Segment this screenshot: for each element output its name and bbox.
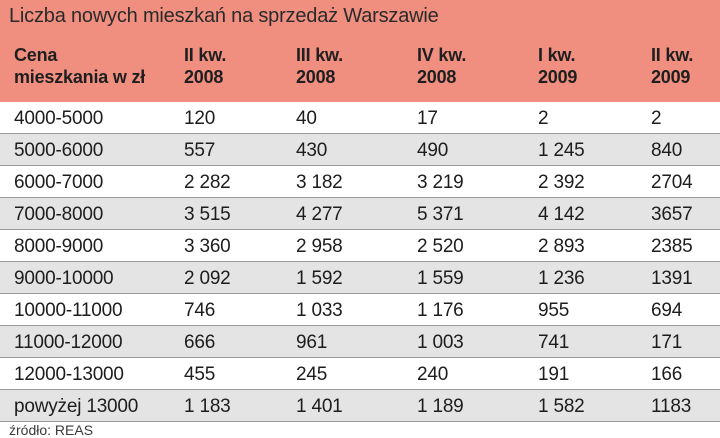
table-cell: 1 033 xyxy=(296,300,343,321)
col-header-q1-2009: I kw. 2009 xyxy=(538,45,578,87)
table-cell: 1 559 xyxy=(417,268,464,289)
row-label: 10000-11000 xyxy=(14,300,123,321)
row-divider xyxy=(0,325,720,326)
table-row: 7000-8000 3 515 4 277 5 371 4 142 3657 xyxy=(0,198,720,230)
source-note: źródło: REAS xyxy=(9,422,94,438)
table-cell: 2 520 xyxy=(417,236,464,257)
table-cell: 3 515 xyxy=(184,204,231,225)
table-cell: 1 592 xyxy=(296,268,343,289)
table-cell: 1 176 xyxy=(417,300,464,321)
table-cell: 430 xyxy=(296,140,328,161)
col-header-price: Cena mieszkania w zł xyxy=(14,45,146,87)
table-cell: 3 219 xyxy=(417,172,464,193)
table-row: powyżej 13000 1 183 1 401 1 189 1 582 1183 xyxy=(0,390,720,422)
table-cell: 2 392 xyxy=(538,172,585,193)
row-label: 7000-8000 xyxy=(14,204,104,225)
table-cell: 746 xyxy=(184,300,216,321)
row-divider xyxy=(0,421,720,422)
table-row: 12000-13000 455 245 240 191 166 xyxy=(0,358,720,390)
table-title: Liczba nowych mieszkań na sprzedaż Warsz… xyxy=(9,5,439,27)
table-cell: 2 893 xyxy=(538,236,585,257)
table-cell: 3657 xyxy=(651,204,693,225)
table-row: 5000-6000 557 430 490 1 245 840 xyxy=(0,134,720,166)
col-header-q4-2008: IV kw. 2008 xyxy=(417,45,467,87)
table-cell: 1391 xyxy=(651,268,693,289)
table-cell: 4 142 xyxy=(538,204,585,225)
row-divider xyxy=(0,197,720,198)
table-cell: 5 371 xyxy=(417,204,464,225)
table-cell: 17 xyxy=(417,108,438,129)
title-bar: Liczba nowych mieszkań na sprzedaż Warsz… xyxy=(0,0,720,32)
row-label: powyżej 13000 xyxy=(14,396,139,417)
row-label: 8000-9000 xyxy=(14,236,104,257)
table-row: 10000-11000 746 1 033 1 176 955 694 xyxy=(0,294,720,326)
table-cell: 2 xyxy=(651,108,662,129)
row-divider xyxy=(0,229,720,230)
col-header-q2-2008: II kw. 2008 xyxy=(184,45,227,87)
table-cell: 1183 xyxy=(651,396,692,417)
table-cell: 840 xyxy=(651,140,683,161)
table-cell: 2 282 xyxy=(184,172,231,193)
col-header-q2-2009: II kw. 2009 xyxy=(651,45,694,87)
table-row: 8000-9000 3 360 2 958 2 520 2 893 2385 xyxy=(0,230,720,262)
row-divider xyxy=(0,357,720,358)
table-cell: 2385 xyxy=(651,236,693,257)
row-divider xyxy=(0,165,720,166)
table-cell: 1 003 xyxy=(417,332,464,353)
row-divider xyxy=(0,261,720,262)
table-cell: 171 xyxy=(651,332,683,353)
table-cell: 2 092 xyxy=(184,268,231,289)
table-cell: 741 xyxy=(538,332,570,353)
table-cell: 455 xyxy=(184,364,216,385)
row-label: 12000-13000 xyxy=(14,364,124,385)
row-label: 5000-6000 xyxy=(14,140,104,161)
table-cell: 40 xyxy=(296,108,317,129)
table-cell: 1 189 xyxy=(417,396,464,417)
table-cell: 490 xyxy=(417,140,449,161)
table-cell: 191 xyxy=(538,364,570,385)
table-cell: 240 xyxy=(417,364,449,385)
table-cell: 1 183 xyxy=(184,396,231,417)
table-row: 4000-5000 120 40 17 2 2 xyxy=(0,102,720,134)
row-divider xyxy=(0,293,720,294)
table-cell: 694 xyxy=(651,300,683,321)
table-cell: 2 958 xyxy=(296,236,343,257)
table-row: 6000-7000 2 282 3 182 3 219 2 392 2704 xyxy=(0,166,720,198)
row-divider xyxy=(0,389,720,390)
col-header-q3-2008: III kw. 2008 xyxy=(296,45,343,87)
table-row: 11000-12000 666 961 1 003 741 171 xyxy=(0,326,720,358)
table-cell: 557 xyxy=(184,140,216,161)
table-cell: 955 xyxy=(538,300,570,321)
header-band xyxy=(0,32,720,102)
table-cell: 4 277 xyxy=(296,204,343,225)
row-divider xyxy=(0,133,720,134)
table-cell: 1 245 xyxy=(538,140,585,161)
table-row: 9000-10000 2 092 1 592 1 559 1 236 1391 xyxy=(0,262,720,294)
row-label: 11000-12000 xyxy=(14,332,123,353)
table-cell: 3 182 xyxy=(296,172,343,193)
table-cell: 1 236 xyxy=(538,268,585,289)
table-cell: 961 xyxy=(296,332,328,353)
row-label: 9000-10000 xyxy=(14,268,114,289)
table-cell: 1 582 xyxy=(538,396,585,417)
table-cell: 1 401 xyxy=(296,396,343,417)
row-label: 6000-7000 xyxy=(14,172,104,193)
row-label: 4000-5000 xyxy=(14,108,104,129)
table-cell: 166 xyxy=(651,364,683,385)
table-cell: 245 xyxy=(296,364,328,385)
table-cell: 2 xyxy=(538,108,549,129)
table-cell: 666 xyxy=(184,332,216,353)
table-cell: 3 360 xyxy=(184,236,231,257)
table-cell: 120 xyxy=(184,108,216,129)
table-cell: 2704 xyxy=(651,172,693,193)
